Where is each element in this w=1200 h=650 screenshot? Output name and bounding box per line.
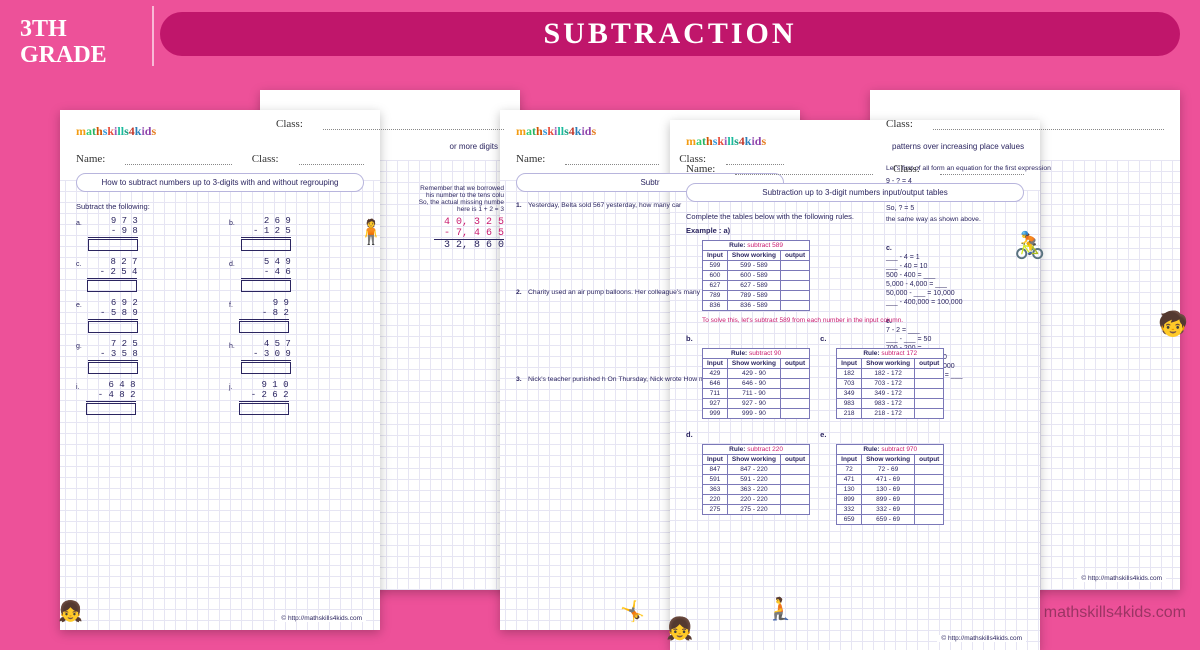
name-label: Name: [76,153,105,165]
subtraction-problem: f. 9 9- 8 2 [229,298,364,333]
io-table: Rule: subtract 589InputShow workingoutpu… [702,240,810,311]
pattern-line: 50,000 - ___ = 10,000 [886,290,1164,297]
kid-icon: 🧎 [767,596,794,622]
worksheet-footer: © http://mathskills4kids.com [1077,575,1166,582]
grade-line2: GRADE [20,42,150,68]
note: his number to the tens colu [276,192,504,199]
subtraction-problem: c.8 2 7- 2 5 4 [76,257,211,292]
subtraction-problem: h.4 5 7- 3 0 9 [229,339,364,374]
page-header: 3TH GRADE SUBTRACTION [0,0,1200,69]
class-label: Class: [893,163,920,175]
section-label: c. [886,245,892,252]
subtraction-problem: e.6 9 2- 5 8 9 [76,298,211,333]
pattern-line: ___ - 40 = 10 [886,263,1164,270]
worksheet-stage: Class: or more digits Remember that we b… [0,80,1200,628]
grade-badge: 3TH GRADE [20,10,150,69]
name-label: Name: [686,163,715,175]
kid-icon: 🧍 [356,218,386,247]
worksheet-subtitle: Subtract the following: [76,202,364,211]
kid-icon: 👧 [666,616,693,642]
word-problem: Yesterday, Belta sold 567 yesterday, how… [528,202,681,209]
worksheet-instruction: Complete the tables below with the follo… [686,212,1024,221]
site-watermark: mathskills4kids.com [1044,604,1186,622]
equation-line: So, ? = 5 [886,205,1164,212]
io-table: Rule: subtract 172InputShow workingoutpu… [836,348,944,419]
pattern-line: ___ - 400,000 = 100,000 [886,299,1164,306]
class-label: Class: [252,153,279,165]
io-table: Rule: subtract 220InputShow workingoutpu… [702,444,810,515]
worksheet-title: How to subtract numbers up to 3-digits w… [76,173,364,192]
worksheet-io-tables: mathskills4kids Name: Class: Subtraction… [670,120,1040,650]
subtraction-problem: d.5 4 9- 4 6 [229,257,364,292]
brand-logo: mathskills4kids [686,134,1024,149]
name-label: Name: [516,153,545,165]
example-label: Example : a) [686,226,1024,235]
subtraction-problem: i.6 4 8- 4 8 2 [76,380,211,415]
io-table: Rule: subtract 90InputShow workingoutput… [702,348,810,419]
io-table: Rule: subtract 970InputShow workingoutpu… [836,444,944,525]
pattern-line: 500 - 400 = ___ [886,272,1164,279]
subtraction-problem: g.7 2 5- 3 5 8 [76,339,211,374]
brand-logo: mathskills4kids [76,124,364,139]
subtraction-problem: b.2 6 9- 1 2 5 [229,216,364,251]
subtraction-problem: a.9 7 3- 9 8 [76,216,211,251]
subtraction-problem: j.9 1 0- 2 6 2 [229,380,364,415]
solve-note: To solve this, let's subtract 589 from e… [702,317,1024,324]
kid-icon: 🚴 [1014,230,1046,261]
page-title: SUBTRACTION [160,12,1180,56]
kid-icon: 🧒 [1158,310,1188,339]
worksheet-3digit-subtraction: mathskills4kids Name: Class: How to subt… [60,110,380,630]
worksheet-title: Subtraction up to 3-digit numbers input/… [686,183,1024,202]
kid-icon: 👧 [58,599,83,624]
worksheet-footer: © http://mathskills4kids.com [937,635,1026,642]
kid-icon: 🤸 [620,599,645,624]
class-label: Class: [886,118,913,130]
grade-line1: 3TH [20,16,150,42]
pattern-line: 5,000 - 4,000 = ___ [886,281,1164,288]
header-divider [152,6,154,66]
worksheet-footer: © http://mathskills4kids.com [277,615,366,622]
